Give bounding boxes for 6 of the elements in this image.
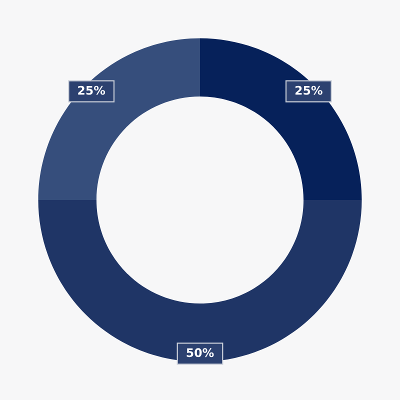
- donut-slice: [200, 38, 362, 200]
- data-label: 50%: [186, 348, 214, 358]
- donut-slice: [38, 38, 200, 200]
- data-label: 25%: [78, 86, 106, 95]
- donut-slice: [38, 200, 362, 362]
- data-label: 25%: [295, 86, 322, 95]
